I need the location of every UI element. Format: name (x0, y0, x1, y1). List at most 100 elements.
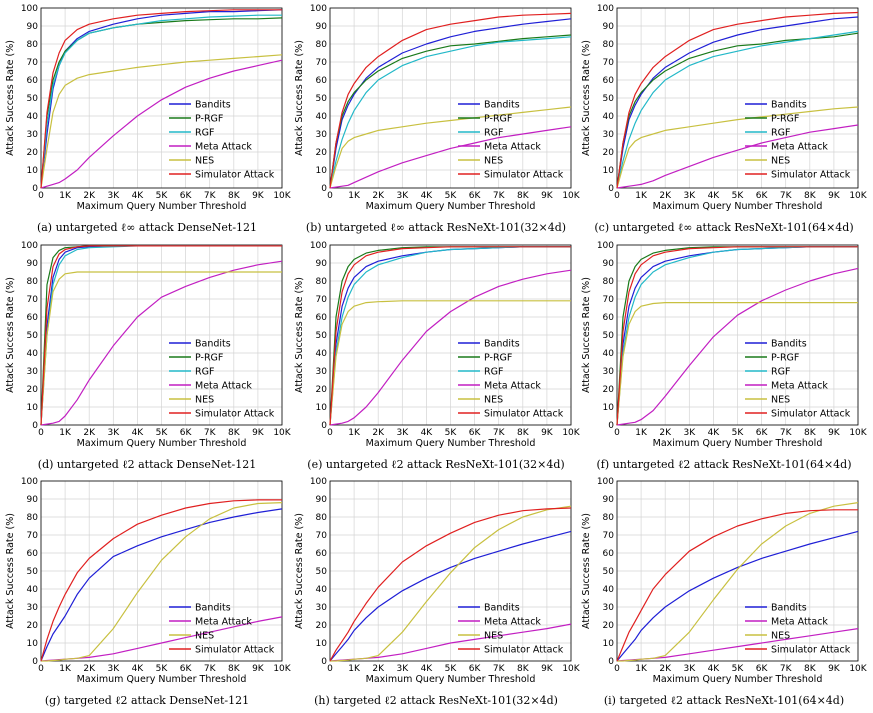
x-tick-label: 0 (38, 664, 44, 674)
x-tick-label: 9K (541, 428, 554, 438)
x-axis-label: Maximum Query Number Threshold (77, 438, 247, 449)
y-tick-label: 30 (603, 603, 615, 613)
x-tick-label: 10K (849, 191, 867, 201)
x-tick-label: 5K (445, 428, 458, 438)
y-tick-label: 60 (316, 549, 328, 559)
legend: Bandits P-RGF RGF Meta Attack NES Simulator A… (458, 339, 564, 420)
legend-label: Meta Attack (771, 617, 828, 628)
legend: Bandits Meta Attack NES Simulator Attack (169, 603, 275, 656)
legend-label: Meta Attack (771, 142, 828, 153)
x-tick-label: 1K (635, 191, 648, 201)
chart-h: 0 1K 2K 3K 4K 5K 6K 7K 8K 9K 10K 0 10 20 30 40 50 60 70 80 9… (294, 477, 581, 685)
x-tick-label: 5K (732, 191, 745, 201)
y-tick-label: 80 (603, 513, 615, 523)
x-tick-label: 1K (59, 428, 72, 438)
y-tick-label: 10 (316, 403, 328, 413)
legend: Bandits P-RGF RGF Meta Attack NES Simulator A… (745, 100, 851, 181)
y-tick-label: 40 (316, 585, 328, 595)
plot-frame (616, 7, 859, 189)
y-tick-label: 10 (603, 639, 615, 649)
x-tick-label: 5K (732, 664, 745, 674)
x-tick-label: 8K (517, 664, 530, 674)
series-line-meta-attack (616, 124, 859, 189)
legend: Bandits P-RGF RGF Meta Attack NES Simulator A… (458, 100, 564, 181)
y-tick-label: 60 (603, 549, 615, 559)
series-line-nes (41, 502, 283, 662)
chart-g: 0 1K 2K 3K 4K 5K 6K 7K 8K 9K 10K 0 10 20 30 40 50 60 70 80 9… (5, 477, 292, 685)
x-tick-label: 7K (780, 191, 793, 201)
x-axis-label: Maximum Query Number Threshold (366, 438, 536, 449)
legend: Bandits P-RGF RGF Meta Attack NES Simulator A… (745, 339, 851, 420)
x-axis-label: Maximum Query Number Threshold (77, 674, 247, 685)
x-tick-label: 6K (180, 664, 193, 674)
legend-label: P-RGF (771, 114, 799, 125)
y-tick-label: 20 (603, 148, 615, 158)
series-line-simulator-attack (40, 245, 282, 426)
y-tick-label: 100 (310, 241, 327, 251)
legend-label: Meta Attack (195, 142, 252, 153)
x-tick-label: 9K (541, 191, 554, 201)
y-axis-label: Attack Success Rate (%) (581, 277, 592, 393)
y-axis-label: Attack Success Rate (%) (5, 513, 16, 629)
y-tick-label: 60 (603, 76, 615, 86)
x-tick-label: 2K (372, 428, 385, 438)
y-tick-label: 90 (27, 259, 39, 269)
y-tick-label: 20 (27, 621, 39, 631)
legend: Bandits P-RGF RGF Meta Attack NES Simulator A… (169, 339, 275, 420)
legend-label: NES (195, 631, 214, 642)
plot-frame (40, 244, 283, 426)
y-tick-label: 40 (603, 112, 615, 122)
y-tick-label: 50 (27, 94, 39, 104)
legend-label: RGF (484, 128, 503, 139)
y-tick-label: 80 (603, 40, 615, 50)
x-tick-label: 9K (252, 664, 265, 674)
series-line-simulator-attack (616, 11, 859, 189)
series-line-bandits (616, 530, 859, 662)
x-tick-label: 10K (273, 428, 291, 438)
x-tick-label: 5K (156, 428, 169, 438)
y-tick-label: 50 (316, 94, 328, 104)
y-tick-label: 100 (597, 477, 614, 487)
legend-label: Simulator Attack (195, 645, 275, 656)
plot-frame (329, 7, 572, 189)
y-tick-label: 70 (316, 295, 328, 305)
y-axis-label: Attack Success Rate (%) (581, 513, 592, 629)
x-tick-label: 10K (562, 664, 580, 674)
y-tick-label: 90 (27, 22, 39, 32)
x-tick-label: 8K (517, 428, 530, 438)
x-tick-label: 2K (83, 664, 96, 674)
x-tick-label: 8K (517, 191, 530, 201)
y-tick-label: 70 (316, 58, 328, 68)
legend-label: Meta Attack (771, 381, 828, 392)
legend-label: P-RGF (771, 353, 799, 364)
y-tick-label: 70 (27, 531, 39, 541)
legend-label: P-RGF (484, 353, 512, 364)
y-axis-label: Attack Success Rate (%) (5, 277, 16, 393)
legend-label: Bandits (484, 339, 520, 350)
x-tick-label: 0 (38, 428, 44, 438)
legend-label: RGF (195, 128, 214, 139)
y-tick-label: 60 (27, 76, 39, 86)
legend-label: Simulator Attack (771, 409, 851, 420)
y-tick-label: 10 (603, 166, 615, 176)
y-tick-label: 10 (316, 166, 328, 176)
y-tick-label: 20 (603, 385, 615, 395)
y-tick-label: 50 (316, 567, 328, 577)
chart-e: 0 1K 2K 3K 4K 5K 6K 7K 8K 9K 10K 0 10 20 30 40 50 60 70 80 9… (294, 241, 581, 449)
y-tick-label: 40 (603, 349, 615, 359)
y-axis-label: Attack Success Rate (%) (5, 40, 16, 156)
y-tick-label: 10 (316, 639, 328, 649)
x-tick-label: 5K (156, 191, 169, 201)
x-tick-label: 4K (421, 191, 434, 201)
plot-frame (40, 7, 283, 189)
y-tick-label: 30 (27, 367, 39, 377)
legend-label: Bandits (195, 100, 231, 111)
y-tick-label: 0 (321, 421, 327, 431)
x-axis-label: Maximum Query Number Threshold (366, 674, 536, 685)
y-tick-label: 50 (27, 567, 39, 577)
y-tick-label: 70 (603, 531, 615, 541)
y-tick-label: 0 (321, 657, 327, 667)
y-tick-label: 0 (32, 657, 38, 667)
y-tick-label: 30 (27, 130, 39, 140)
caption-b: (b) untargeted ℓ∞ attack ResNeXt-101(32×… (305, 221, 567, 234)
